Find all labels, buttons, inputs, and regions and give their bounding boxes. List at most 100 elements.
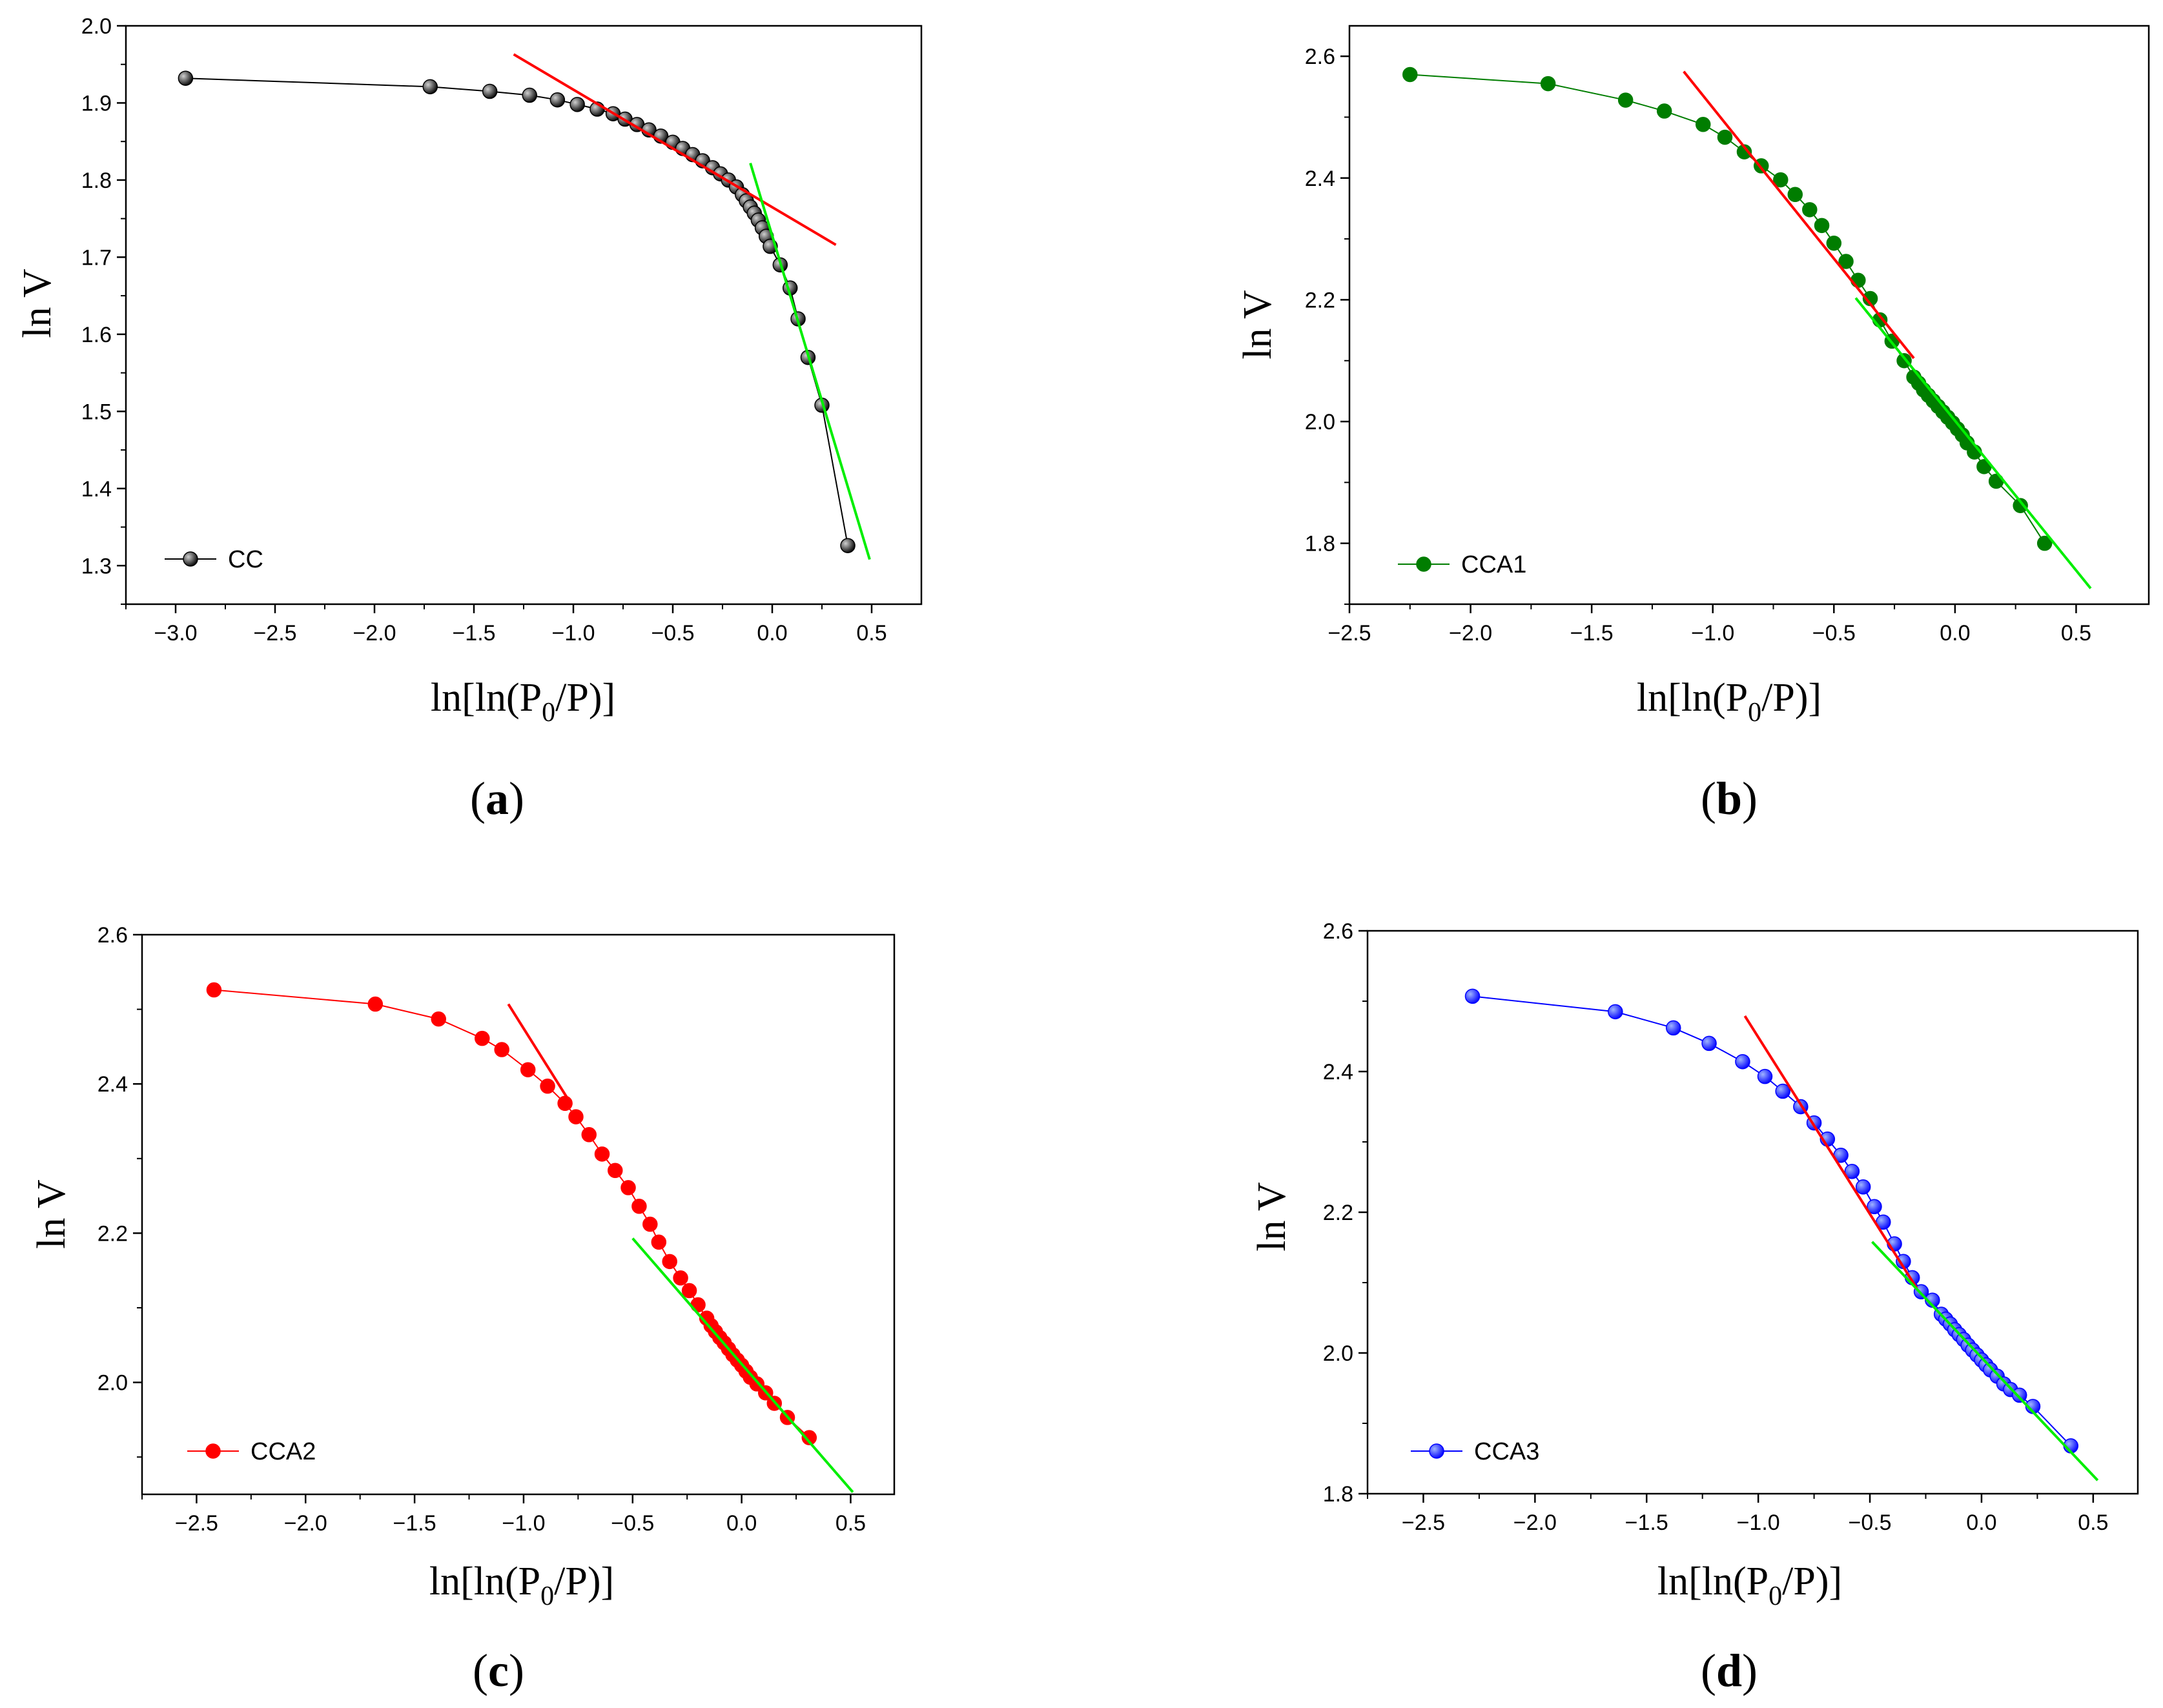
x-tick-label: −2.5: [1328, 621, 1371, 646]
x-axis-title-suffix: /P)]: [1782, 1560, 1842, 1603]
data-point: [422, 79, 438, 95]
plot-frame: [1366, 930, 2139, 1495]
x-axis-title-subscript: 0: [1768, 1581, 1782, 1611]
data-point: [594, 1146, 610, 1162]
data-point: [2036, 535, 2053, 551]
x-axis-title-prefix: ln[ln(P: [429, 1560, 540, 1603]
x-tick-label: −1.5: [393, 1511, 436, 1536]
fit-line-red: [1743, 1015, 1918, 1289]
x-axis-title-subscript: 0: [540, 1581, 554, 1611]
x-tick-label: −1.0: [1691, 621, 1734, 646]
data-point: [662, 1254, 677, 1270]
caption-letter: b: [1716, 773, 1742, 824]
caption-letter: a: [486, 773, 509, 824]
data-point: [569, 97, 585, 112]
data-point: [2011, 1387, 2027, 1403]
data-point: [1826, 235, 1842, 251]
y-tick-label: 2.2: [97, 1221, 128, 1246]
data-point: [801, 1430, 817, 1445]
caption-close: ): [1742, 773, 1758, 824]
x-tick-label: −1.5: [1625, 1510, 1668, 1535]
x-tick-label: 0.5: [835, 1511, 866, 1536]
y-tick-label: 2.0: [1323, 1341, 1353, 1366]
data-point: [520, 1062, 536, 1077]
data-point: [1867, 1199, 1882, 1215]
legend-marker: [1429, 1443, 1444, 1459]
x-axis-title-suffix: /P)]: [555, 676, 615, 720]
data-point: [1855, 1179, 1871, 1195]
y-tick-label: 2.4: [97, 1072, 128, 1097]
x-axis-title-prefix: ln[ln(P: [1637, 676, 1748, 720]
y-axis-title: ln V: [1250, 1182, 1294, 1252]
caption-letter: d: [1716, 1645, 1742, 1696]
y-tick-label: 1.3: [81, 554, 112, 578]
y-tick-label: 1.8: [1305, 532, 1335, 556]
legend-label: CCA1: [1461, 551, 1526, 578]
caption-open: (: [470, 773, 486, 824]
caption-open: (: [473, 1645, 488, 1696]
data-point: [206, 982, 222, 998]
x-tick-label: −0.5: [651, 621, 694, 646]
data-point: [1717, 129, 1733, 145]
x-tick-label: −1.0: [1737, 1510, 1780, 1535]
panel-b: −2.5 −2.0 −1.5 −1.0 −0.5 0.0 0.5 1.8 2.0 2.2 2.4 2.…: [1236, 25, 2150, 824]
data-point: [178, 70, 194, 86]
y-tick-label: 2.0: [81, 14, 112, 39]
data-point: [1787, 187, 1803, 203]
data-point: [620, 1180, 636, 1195]
x-axis-title: ln[ln(P0/P)]: [429, 1560, 614, 1611]
data-point: [482, 83, 498, 99]
x-tick-label: −3.0: [154, 621, 197, 646]
panel-caption: (d): [1701, 1645, 1758, 1696]
y-tick-label: 1.9: [81, 91, 112, 116]
data-point: [1695, 117, 1711, 132]
fit-line-green: [749, 163, 871, 560]
x-tick-label: 0.0: [726, 1511, 757, 1536]
x-tick-label: −1.5: [452, 621, 495, 646]
data-point: [431, 1011, 446, 1027]
panel-caption: (b): [1701, 773, 1758, 824]
y-tick-label: 2.4: [1323, 1060, 1353, 1084]
legend-marker: [183, 551, 198, 567]
series-line-cca3: [1472, 995, 2071, 1447]
x-tick-label: 0.0: [757, 621, 787, 646]
x-tick-label: −2.5: [1402, 1510, 1445, 1535]
x-tick-label: −0.5: [1848, 1510, 1891, 1535]
plot-frame: [141, 933, 896, 1496]
x-axis-title-prefix: ln[ln(P: [1657, 1560, 1768, 1603]
y-axis-title: ln V: [1236, 290, 1280, 360]
y-tick-label: 1.7: [81, 245, 112, 270]
data-point: [1850, 272, 1866, 288]
panel-c: −2.5 −2.0 −1.5 −1.0 −0.5 0.0 0.5 2.0 2.2 2.4 2.6 ln…: [30, 923, 896, 1696]
x-tick-label: 0.5: [2078, 1510, 2108, 1535]
plot-frame: [1348, 25, 2150, 605]
y-tick-label: 1.8: [1323, 1482, 1353, 1507]
x-axis-title: ln[ln(P0/P)]: [1637, 676, 1821, 727]
x-tick-label: −2.0: [1449, 621, 1492, 646]
y-tick-label: 2.6: [97, 923, 128, 948]
series-line-cc: [185, 77, 849, 546]
data-point: [1656, 103, 1672, 119]
y-tick-label: 1.6: [81, 323, 112, 347]
y-tick-label: 2.4: [1305, 167, 1335, 191]
caption-letter: c: [488, 1645, 509, 1696]
y-tick-label: 1.8: [81, 168, 112, 193]
x-tick-label: 0.0: [1966, 1510, 1996, 1535]
fit-line-green: [631, 1237, 854, 1493]
y-tick-label: 2.0: [1305, 410, 1335, 434]
x-axis-title-prefix: ln[ln(P: [431, 676, 542, 720]
fit-line-red: [507, 1003, 573, 1106]
legend-marker: [1416, 556, 1431, 572]
y-tick-label: 1.4: [81, 477, 112, 502]
fit-line-red: [513, 53, 837, 247]
caption-close: ): [509, 1645, 524, 1696]
data-point: [608, 1163, 623, 1179]
data-point: [568, 1109, 584, 1124]
x-tick-label: 0.5: [2061, 621, 2091, 646]
x-axis-title-suffix: /P)]: [554, 1560, 614, 1603]
panel-caption: (a): [470, 773, 524, 824]
series-line-cca1: [1410, 74, 2045, 544]
series-line-cca2: [214, 989, 810, 1438]
panel-d: −2.5 −2.0 −1.5 −1.0 −0.5 0.0 0.5 1.8 2.0 2.2 2.4 2.…: [1250, 919, 2139, 1696]
data-point: [1802, 202, 1818, 218]
